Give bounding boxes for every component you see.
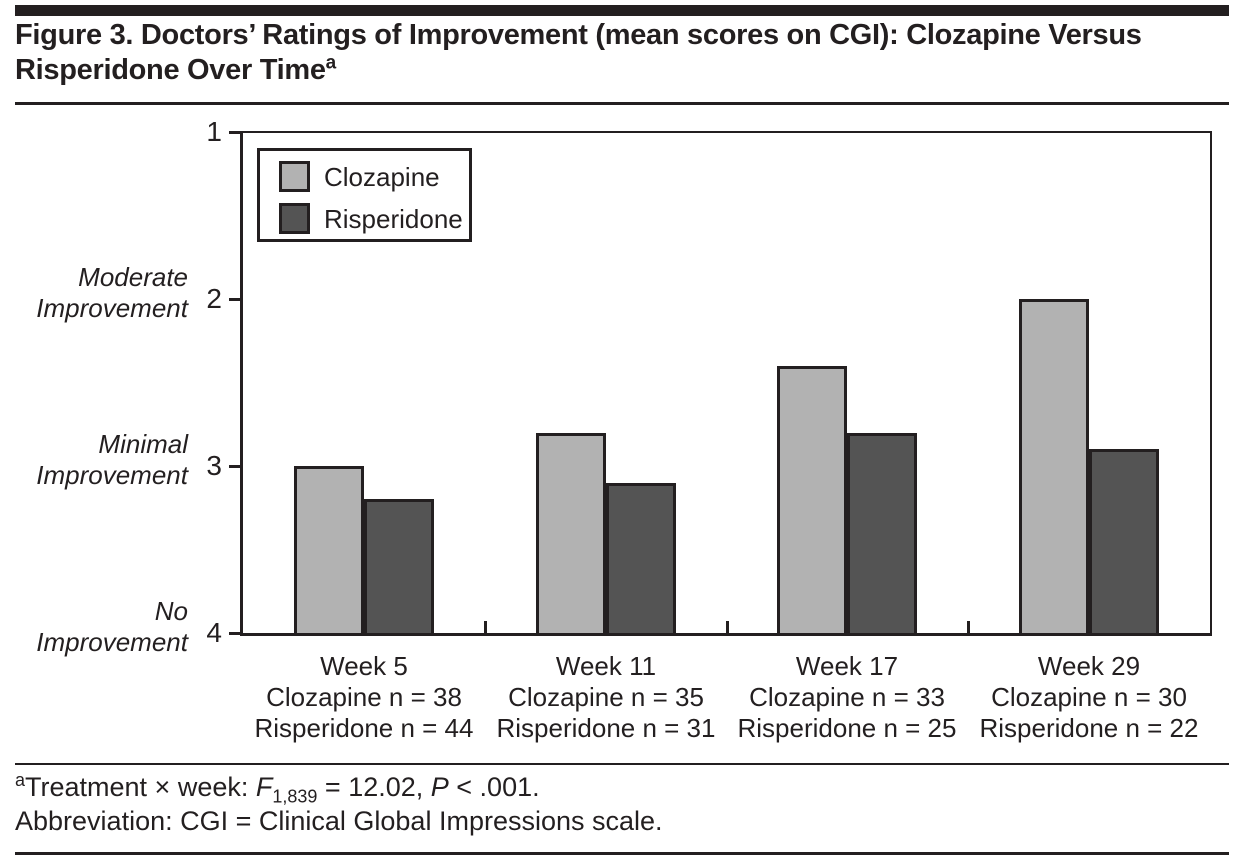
y-category-line: Improvement: [36, 460, 188, 490]
y-category-line: Moderate: [78, 262, 188, 292]
x-group-label-line: Risperidone n = 25: [737, 713, 957, 743]
figure-title-superscript: a: [325, 52, 337, 74]
p-value-symbol: P: [430, 772, 449, 802]
x-group-label-week-17: Week 17 Clozapine n = 33 Risperidone n = 2…: [717, 651, 977, 744]
figure-bottom-rule: [15, 852, 1229, 855]
y-category-label-minimal: Minimal Improvement: [14, 429, 188, 491]
bar-clozapine-week-29: [1019, 299, 1089, 633]
x-group-label-line: Week 5: [320, 651, 408, 681]
x-separator-tick-3: [967, 621, 970, 633]
x-separator-tick-1: [484, 621, 487, 633]
footnote-abbreviation: Abbreviation: CGI = Clinical Global Impr…: [15, 806, 663, 836]
y-tick-label-1: 1: [206, 116, 222, 147]
x-group-label-line: Week 17: [795, 651, 899, 681]
y-category-label-moderate: Moderate Improvement: [14, 262, 188, 324]
x-group-label-line: Clozapine n = 33: [749, 682, 945, 712]
x-group-label-line: Clozapine n = 30: [991, 682, 1187, 712]
bar-risperidone-week-11: [606, 483, 676, 633]
x-group-label-week-5: Week 5 Clozapine n = 38 Risperidone n = 44: [234, 651, 494, 744]
y-tick-1: [229, 131, 241, 134]
bar-clozapine-week-5: [294, 466, 364, 633]
y-tick-3: [229, 465, 241, 468]
legend-entry-risperidone: Risperidone: [279, 203, 463, 234]
y-tick-2: [229, 298, 241, 301]
y-category-line: Minimal: [98, 429, 188, 459]
plot-right-border: [1210, 131, 1212, 636]
y-axis-line: [240, 131, 243, 636]
x-group-label-line: Risperidone n = 22: [979, 713, 1199, 743]
bar-risperidone-week-29: [1089, 449, 1159, 633]
y-category-line: Improvement: [36, 627, 188, 657]
plot-top-border: [240, 131, 1212, 133]
bar-clozapine-week-17: [777, 366, 847, 633]
legend-label-clozapine: Clozapine: [324, 161, 440, 192]
x-group-label-line: Clozapine n = 35: [508, 682, 704, 712]
footnote-mid-text: = 12.02,: [317, 772, 431, 802]
y-category-line: Improvement: [36, 293, 188, 323]
f-statistic-df: 1,839: [272, 786, 318, 807]
x-axis-line: [240, 633, 1212, 636]
figure-title-text: Figure 3. Doctors’ Ratings of Improvemen…: [15, 19, 1142, 86]
footnote-statistic: aTreatment × week: F1,839 = 12.02, P < .…: [15, 770, 540, 807]
y-category-label-no: No Improvement: [14, 596, 188, 658]
bar-risperidone-week-17: [847, 433, 917, 633]
figure-top-bar: [15, 5, 1229, 16]
y-tick-label-4: 4: [206, 617, 222, 648]
y-tick-label-2: 2: [206, 283, 222, 314]
x-group-label-week-11: Week 11 Clozapine n = 35 Risperidone n = 3…: [476, 651, 736, 744]
bar-risperidone-week-5: [364, 499, 434, 633]
footnote-pre-text: Treatment × week:: [25, 772, 256, 802]
footnote-top-rule: [15, 763, 1229, 765]
figure-title: Figure 3. Doctors’ Ratings of Improvemen…: [15, 18, 1185, 88]
x-group-label-week-29: Week 29 Clozapine n = 30 Risperidone n = 2…: [959, 651, 1219, 744]
legend-label-risperidone: Risperidone: [324, 203, 463, 234]
x-group-label-line: Risperidone n = 44: [254, 713, 474, 743]
y-category-line: No: [154, 596, 188, 626]
x-separator-tick-2: [726, 621, 729, 633]
y-tick-4: [229, 632, 241, 635]
footnote-post-text: < .001.: [448, 772, 540, 802]
title-divider-rule: [15, 102, 1229, 105]
chart-legend: Clozapine Risperidone: [257, 148, 472, 242]
x-group-label-line: Clozapine n = 38: [266, 682, 462, 712]
clozapine-swatch-icon: [279, 161, 310, 192]
bar-clozapine-week-11: [536, 433, 606, 633]
y-tick-label-3: 3: [206, 450, 222, 481]
x-group-label-line: Risperidone n = 31: [496, 713, 716, 743]
x-group-label-line: Week 29: [1037, 651, 1141, 681]
footnote-superscript: a: [15, 770, 26, 790]
f-statistic-symbol: F: [255, 772, 273, 802]
risperidone-swatch-icon: [279, 203, 310, 234]
legend-entry-clozapine: Clozapine: [279, 161, 440, 192]
x-group-label-line: Week 11: [555, 651, 657, 681]
